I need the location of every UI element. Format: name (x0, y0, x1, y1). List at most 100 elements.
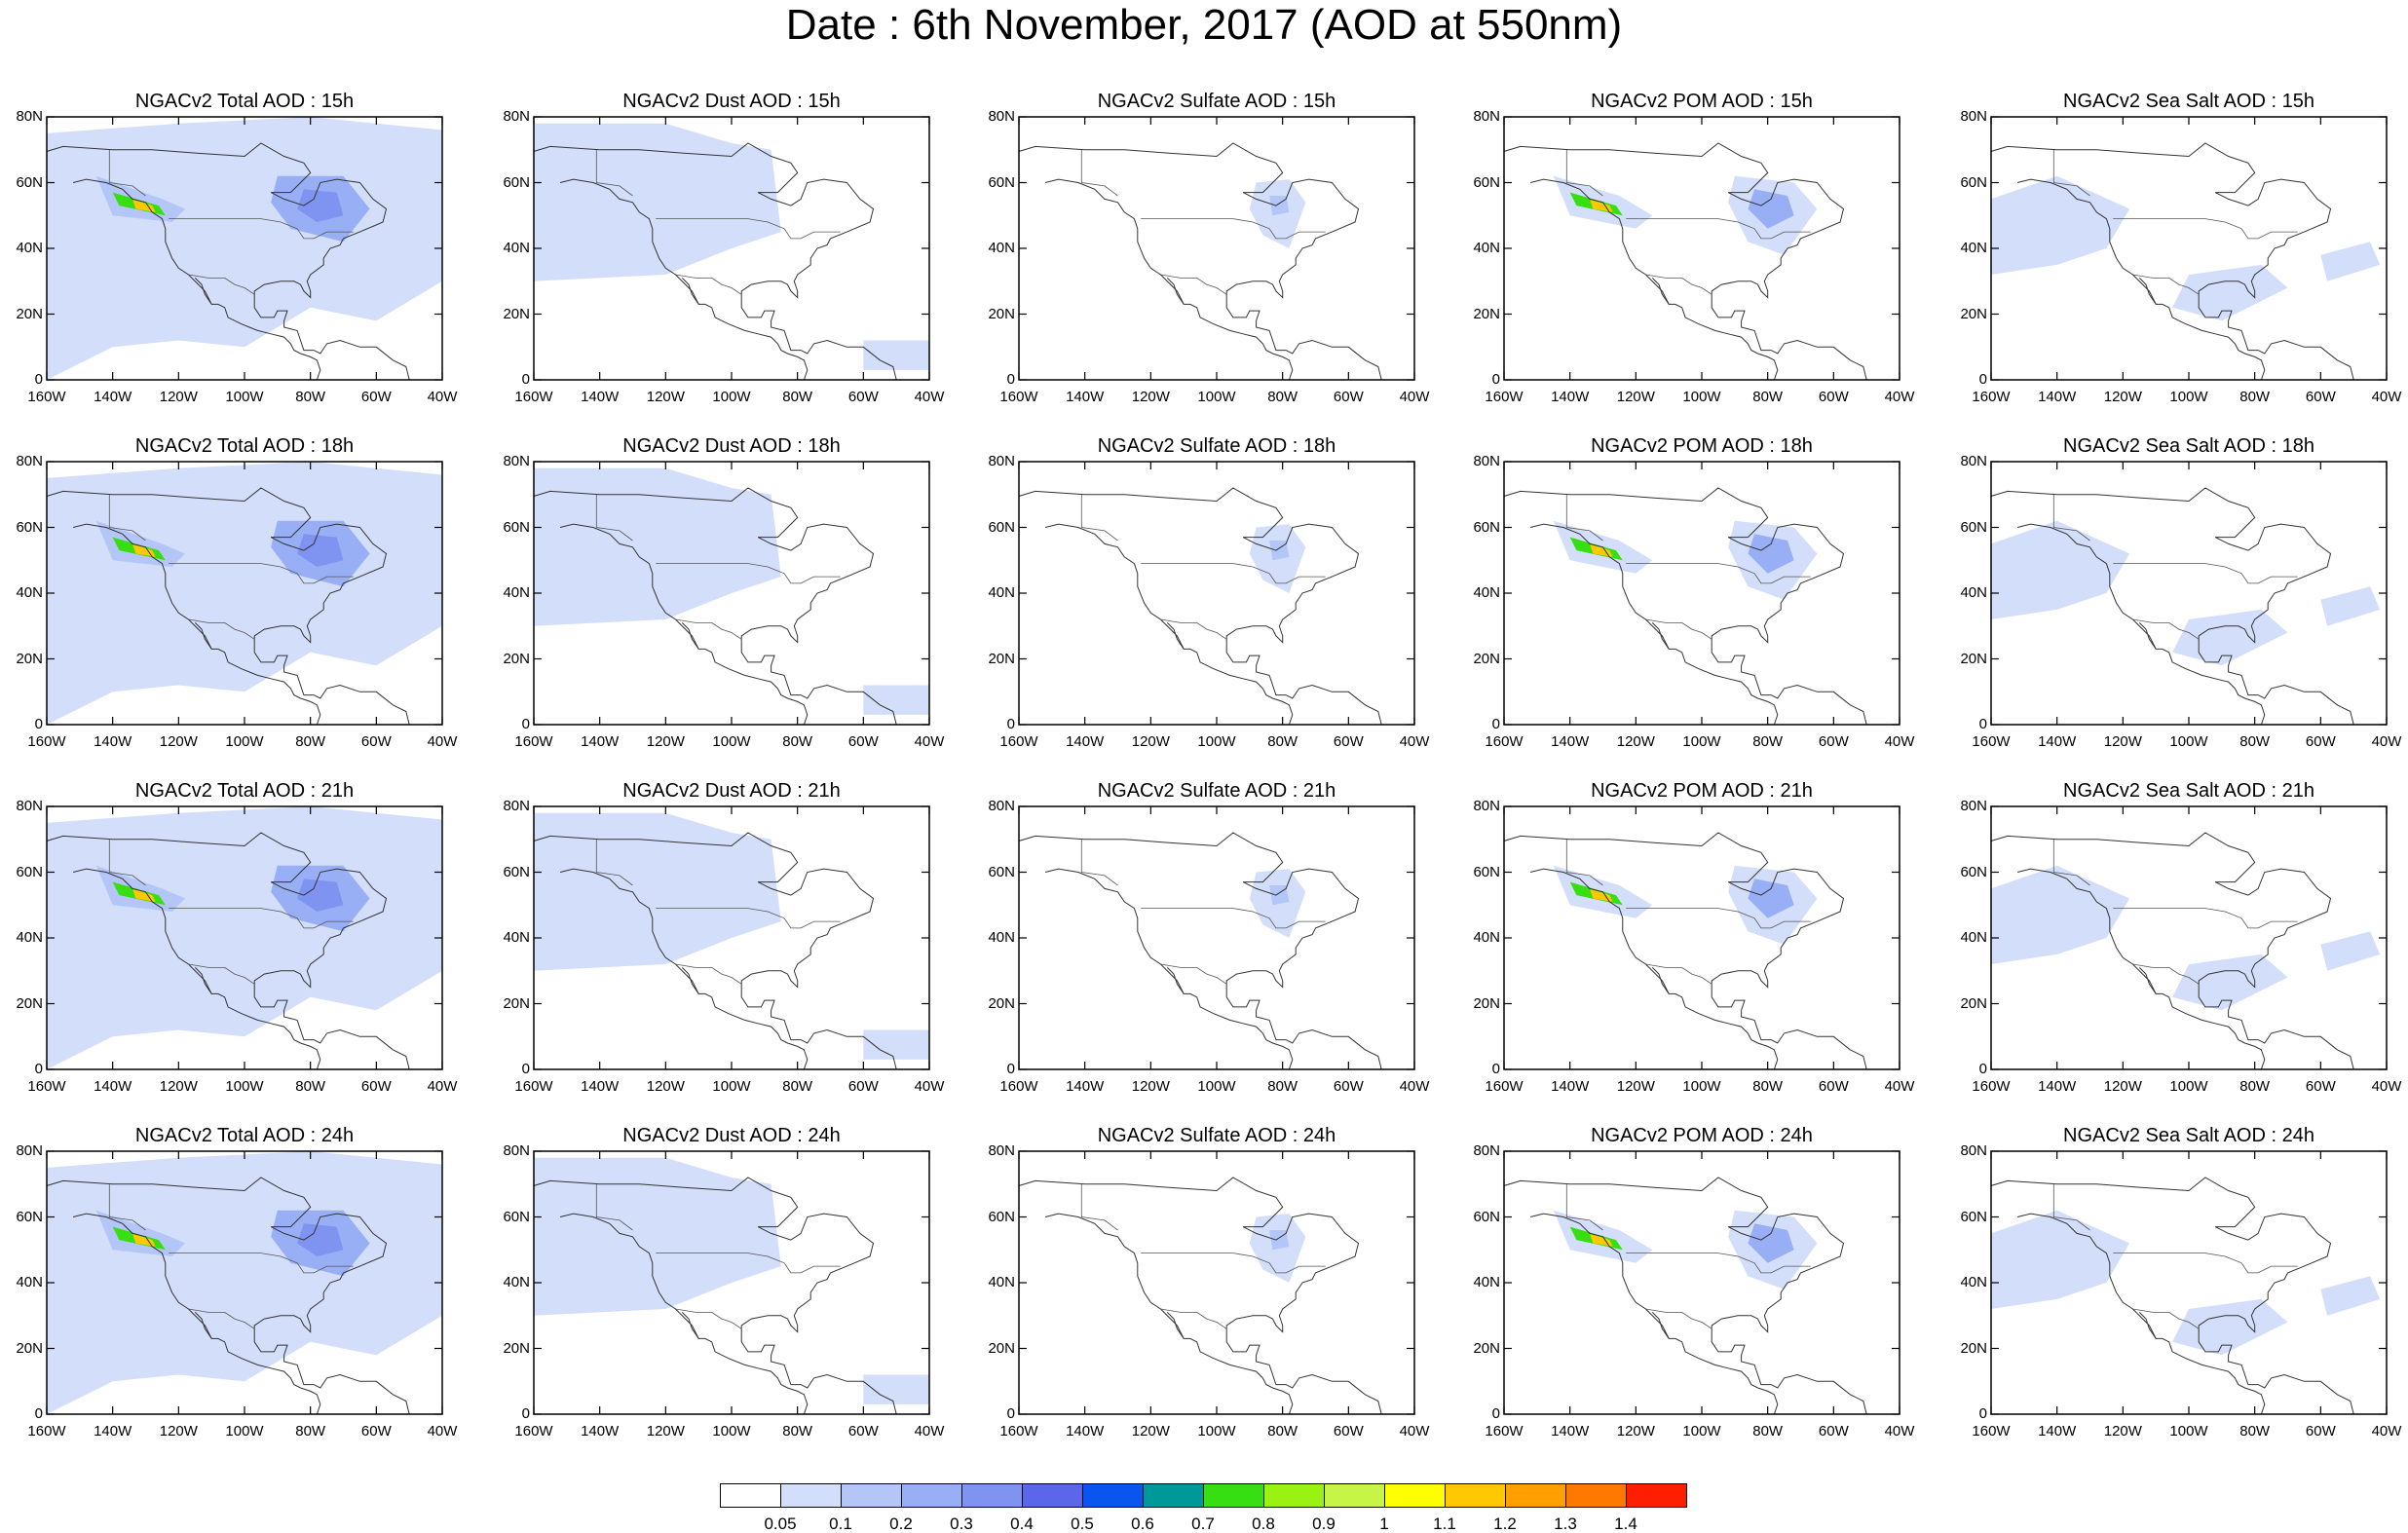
map-canvas (533, 116, 930, 381)
border-line (656, 908, 841, 929)
border-line (2113, 563, 2298, 584)
lon-tick-label: 60W (2305, 1078, 2336, 1095)
panel-title: NGACv2 Dust AOD : 18h (622, 435, 841, 457)
lon-tick-label: 80W (2239, 733, 2271, 750)
coastline (681, 622, 699, 650)
colorbar-box (1505, 1483, 1566, 1508)
aod-region (1748, 879, 1794, 918)
lon-tick-label: 60W (360, 1423, 392, 1440)
lon-tick-label: 100W (712, 733, 751, 750)
colorbar-box (901, 1483, 962, 1508)
lon-tick-label: 120W (1131, 389, 1170, 405)
coastline (534, 832, 897, 1069)
lat-tick-label: 0 (1491, 371, 1500, 388)
lon-tick-label: 80W (782, 389, 813, 405)
lon-tick-label: 80W (782, 1423, 813, 1440)
coastline (2138, 622, 2157, 650)
lon-tick-label: 80W (295, 733, 326, 750)
map-panel: NGACv2 POM AOD : 21h 80N 60N 40N 20N 0 160W 140… (1457, 779, 1914, 1095)
coastline (2016, 178, 2266, 380)
aod-region (863, 1374, 929, 1404)
lon-tick-label: 40W (1399, 389, 1430, 405)
colorbar-label: 1.2 (1493, 1514, 1517, 1533)
lat-tick-label: 60N (503, 1208, 530, 1225)
lat-tick-label: 0 (521, 716, 530, 732)
border-line (2052, 149, 2090, 197)
lon-tick-label: 60W (1818, 1078, 1849, 1095)
lon-tick-label: 120W (1131, 1078, 1170, 1095)
lat-tick-label: 0 (1978, 1405, 1987, 1422)
lon-tick-label: 60W (847, 1423, 879, 1440)
aod-region (1991, 1210, 2130, 1309)
lon-tick-label: 40W (427, 733, 458, 750)
map-panel: NGACv2 Total AOD : 15h 80N 60N 40N 20N 0 160W 1… (0, 90, 457, 405)
lon-tick-label: 160W (27, 1423, 66, 1440)
lon-tick-label: 100W (225, 1423, 264, 1440)
lat-tick-label: 40N (503, 240, 530, 256)
lat-tick-label: 20N (1960, 1339, 1987, 1357)
coastline (1991, 832, 2354, 1069)
panel-title: NGACv2 Total AOD : 18h (134, 435, 355, 457)
lat-tick-label: 60N (1473, 518, 1500, 536)
lon-tick-label: 140W (581, 1078, 620, 1095)
lat-tick-label: 20N (503, 650, 530, 667)
lon-tick-label: 140W (94, 389, 132, 405)
lon-tick-label: 140W (2038, 1078, 2077, 1095)
lat-tick-label: 60N (988, 1208, 1015, 1225)
coastline (194, 1312, 212, 1339)
aod-region (2320, 931, 2381, 971)
lon-tick-label: 160W (1972, 1423, 2011, 1440)
aod-region (2172, 264, 2288, 321)
lat-tick-label: 0 (1491, 1061, 1500, 1077)
lon-tick-label: 60W (1818, 733, 1849, 750)
lat-tick-label: 20N (988, 994, 1015, 1012)
lon-tick-label: 160W (1972, 733, 2011, 750)
panel-title: NGACv2 POM AOD : 18h (1591, 435, 1813, 457)
colorbar-label: 0.9 (1312, 1514, 1336, 1533)
lat-tick-label: 20N (988, 305, 1015, 322)
map-canvas (1018, 805, 1415, 1070)
lat-tick-label: 0 (34, 1061, 43, 1077)
lat-tick-label: 80N (1960, 108, 1987, 125)
map-panel: NGACv2 POM AOD : 18h 80N 60N 40N 20N 0 160W 140… (1457, 434, 1914, 750)
lat-tick-label: 60N (1960, 518, 1987, 536)
lon-tick-label: 60W (847, 733, 879, 750)
lon-tick-label: 140W (1066, 389, 1105, 405)
coastline (1504, 1177, 1867, 1414)
lon-tick-label: 100W (1197, 389, 1236, 405)
lon-tick-label: 80W (2239, 1423, 2271, 1440)
colorbar-box (1384, 1483, 1446, 1508)
map-panel: NGACv2 Total AOD : 18h 80N 60N 40N 20N 0 160W 1… (0, 434, 457, 750)
coastline (1044, 868, 1294, 1069)
colorbar-box (1082, 1483, 1144, 1508)
lon-tick-label: 120W (646, 1423, 685, 1440)
lon-tick-label: 40W (427, 1423, 458, 1440)
aod-region (2172, 953, 2288, 1011)
lon-tick-label: 60W (2305, 733, 2336, 750)
map-canvas (46, 116, 443, 381)
border-line (2113, 908, 2298, 929)
lon-tick-label: 100W (712, 389, 751, 405)
coastline (72, 868, 321, 1069)
panel-title: NGACv2 Total AOD : 24h (134, 1125, 355, 1146)
colorbar-box (1143, 1483, 1204, 1508)
panel-title: NGACv2 Dust AOD : 15h (622, 91, 841, 112)
lon-tick-label: 120W (159, 733, 198, 750)
lon-tick-label: 40W (914, 733, 945, 750)
lat-tick-label: 40N (503, 929, 530, 946)
lat-tick-label: 40N (1960, 1274, 1987, 1290)
lat-tick-label: 20N (503, 1339, 530, 1357)
lat-tick-label: 80N (1473, 453, 1500, 469)
lon-tick-label: 100W (225, 1078, 264, 1095)
lon-tick-label: 60W (360, 733, 392, 750)
coastline (1044, 178, 1294, 380)
lon-tick-label: 40W (1884, 1423, 1915, 1440)
lon-tick-label: 100W (1197, 1078, 1236, 1095)
lat-tick-label: 40N (988, 584, 1015, 601)
coastline (1504, 487, 1867, 725)
lon-tick-label: 140W (1551, 1423, 1590, 1440)
border-line (1565, 494, 1603, 542)
lon-tick-label: 120W (2103, 733, 2142, 750)
colorbar-box (1263, 1483, 1325, 1508)
panel-title: NGACv2 Sea Salt AOD : 24h (2063, 1125, 2314, 1146)
